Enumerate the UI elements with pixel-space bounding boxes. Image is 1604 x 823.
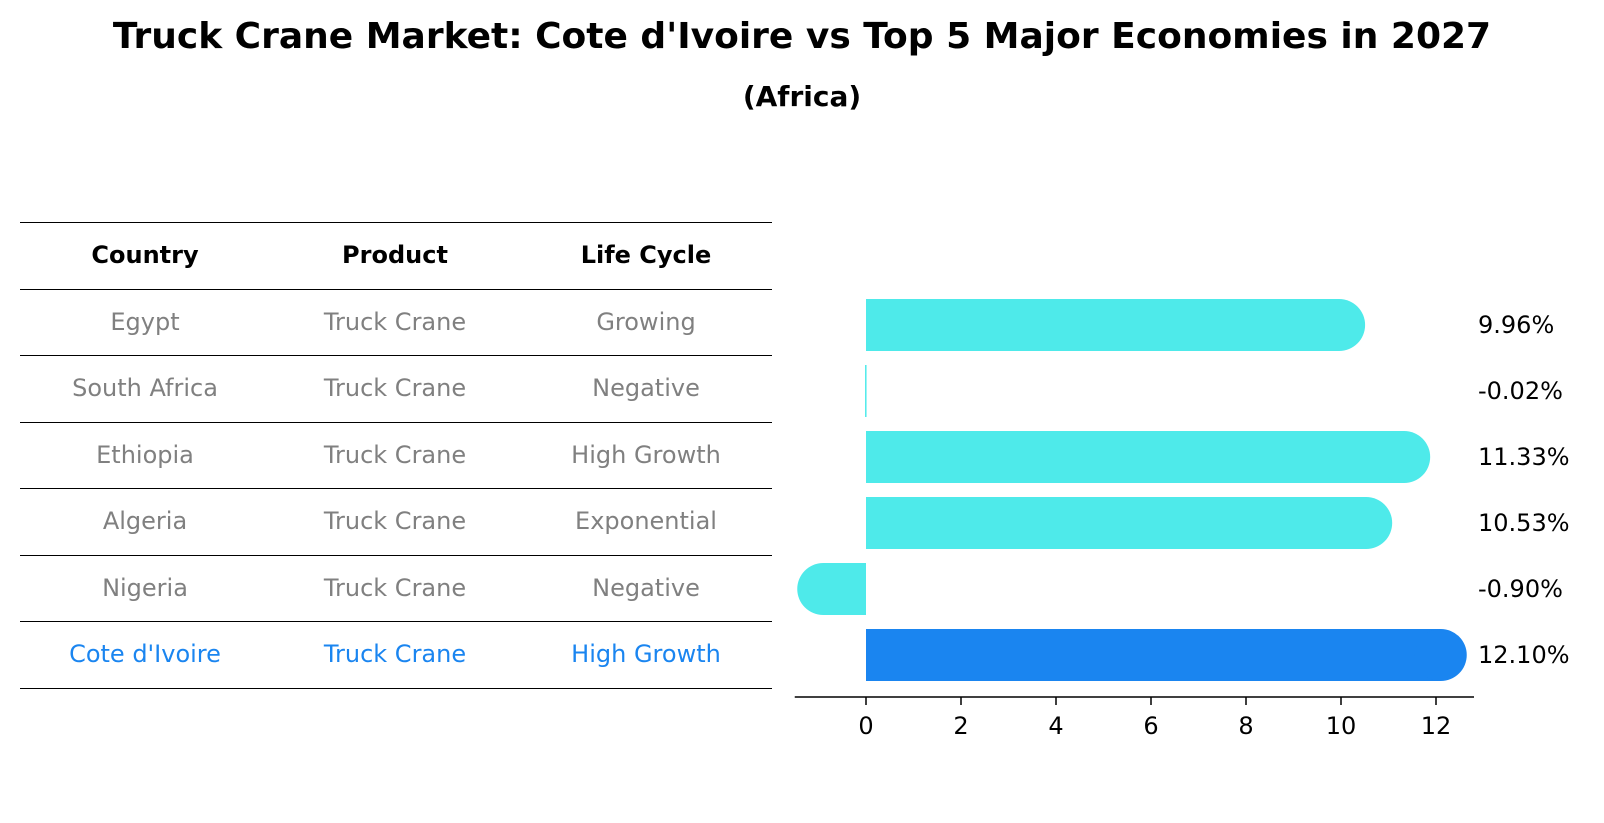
table-cell: Cote d'Ivoire [69, 640, 221, 669]
bar [865, 365, 867, 417]
table-rule [20, 288, 772, 290]
data-label: 9.96% [1478, 311, 1554, 339]
data-label: -0.90% [1478, 575, 1563, 603]
bar [866, 299, 1340, 351]
table-cell: Ethiopia [96, 440, 194, 469]
table-rule [20, 222, 772, 223]
table-cell: Exponential [575, 507, 717, 536]
table-header-cell: Life Cycle [580, 241, 712, 270]
table-cell: South Africa [72, 374, 218, 403]
table-cell: Truck Crane [323, 573, 467, 602]
data-label: 12.10% [1478, 641, 1570, 669]
bar-cap [1378, 431, 1431, 483]
table-rule [20, 488, 772, 489]
bar-cap [1340, 497, 1393, 549]
table-cell: Negative [592, 573, 700, 602]
table-cell: Truck Crane [323, 374, 467, 403]
table-cell: High Growth [571, 640, 721, 669]
table-header-cell: Country [91, 241, 199, 270]
table-cell: Truck Crane [323, 440, 467, 469]
bar [866, 629, 1441, 681]
data-label: -0.02% [1478, 377, 1563, 405]
table-cell: Truck Crane [323, 507, 467, 536]
chart-title: Truck Crane Market: Cote d'Ivoire vs Top… [112, 16, 1492, 57]
x-tick-label: 12 [1421, 712, 1452, 740]
data-label: 11.33% [1478, 443, 1570, 471]
table-rule [20, 421, 772, 423]
table-rule [20, 687, 772, 689]
table-cell: Egypt [110, 307, 180, 336]
table-cell: Algeria [102, 507, 188, 536]
bar-cap [1313, 299, 1366, 351]
x-tick-label: 0 [858, 712, 873, 740]
data-label: 10.53% [1478, 509, 1570, 537]
bar [866, 431, 1405, 483]
table-rule [20, 621, 772, 622]
table-cell: Truck Crane [323, 640, 467, 669]
x-tick-label: 4 [1048, 712, 1063, 740]
table-rule [20, 554, 772, 556]
table-cell: Negative [592, 374, 700, 403]
x-tick-label: 6 [1143, 712, 1158, 740]
x-tick-label: 2 [953, 712, 968, 740]
bar-cap [1414, 629, 1467, 681]
table-cell: Growing [596, 307, 696, 336]
bar-cap [797, 563, 850, 615]
table-cell: High Growth [571, 440, 721, 469]
chart-subtitle: (Africa) [742, 80, 862, 113]
table-rule [20, 355, 772, 356]
table-cell: Nigeria [102, 573, 188, 602]
bar [866, 497, 1367, 549]
table-header-cell: Product [342, 241, 448, 270]
x-tick-label: 10 [1326, 712, 1357, 740]
x-tick-label: 8 [1238, 712, 1253, 740]
table-cell: Truck Crane [323, 307, 467, 336]
